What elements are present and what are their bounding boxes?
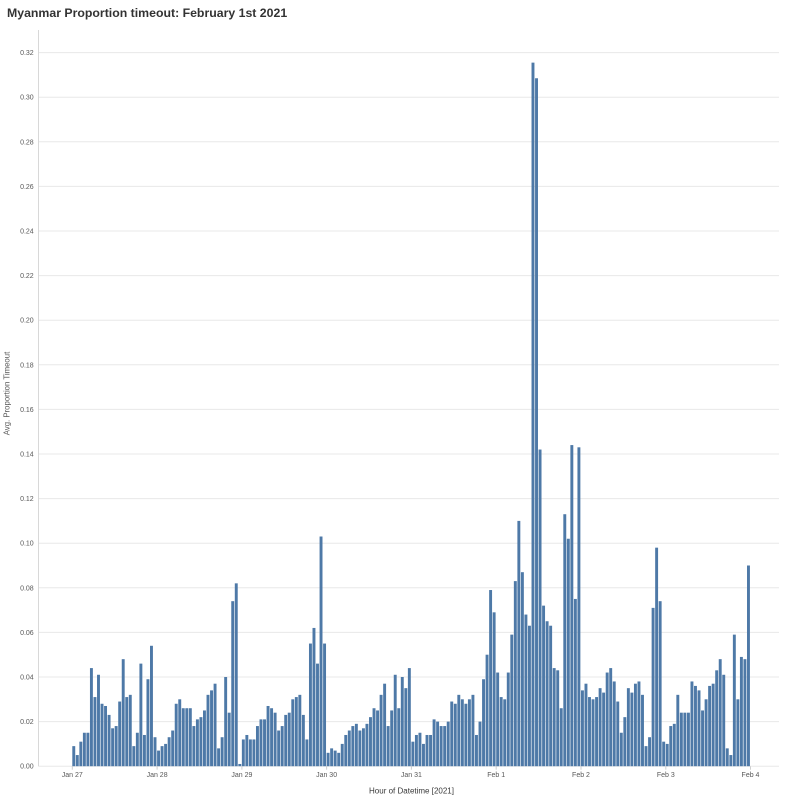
svg-text:0.30: 0.30	[20, 95, 34, 102]
svg-text:0.16: 0.16	[20, 407, 34, 414]
svg-text:0.28: 0.28	[20, 139, 34, 146]
svg-text:Feb 4: Feb 4	[742, 772, 760, 779]
svg-text:0.02: 0.02	[20, 719, 34, 726]
svg-text:0.14: 0.14	[20, 452, 34, 459]
svg-text:Jan 28: Jan 28	[147, 772, 168, 779]
svg-text:Feb 3: Feb 3	[657, 772, 675, 779]
svg-text:0.18: 0.18	[20, 362, 34, 369]
svg-text:0.32: 0.32	[20, 50, 34, 57]
svg-text:0.08: 0.08	[20, 585, 34, 592]
svg-text:0.20: 0.20	[20, 318, 34, 325]
svg-text:0.06: 0.06	[20, 630, 34, 637]
svg-text:0.00: 0.00	[20, 764, 34, 771]
svg-text:Hour of Datetime [2021]: Hour of Datetime [2021]	[369, 787, 454, 796]
svg-text:Avg. Proportion Timeout: Avg. Proportion Timeout	[3, 351, 12, 435]
svg-text:0.10: 0.10	[20, 541, 34, 548]
svg-text:0.24: 0.24	[20, 229, 34, 236]
svg-text:Jan 31: Jan 31	[401, 772, 422, 779]
svg-text:Feb 2: Feb 2	[572, 772, 590, 779]
svg-text:Jan 29: Jan 29	[231, 772, 252, 779]
svg-text:0.26: 0.26	[20, 184, 34, 191]
svg-text:Jan 30: Jan 30	[316, 772, 337, 779]
svg-text:Jan 27: Jan 27	[62, 772, 83, 779]
svg-text:Feb 1: Feb 1	[487, 772, 505, 779]
svg-text:0.22: 0.22	[20, 273, 34, 280]
svg-text:0.04: 0.04	[20, 675, 34, 682]
svg-text:Myanmar Proportion timeout: Fe: Myanmar Proportion timeout: February 1st…	[7, 6, 287, 20]
svg-text:0.12: 0.12	[20, 496, 34, 503]
